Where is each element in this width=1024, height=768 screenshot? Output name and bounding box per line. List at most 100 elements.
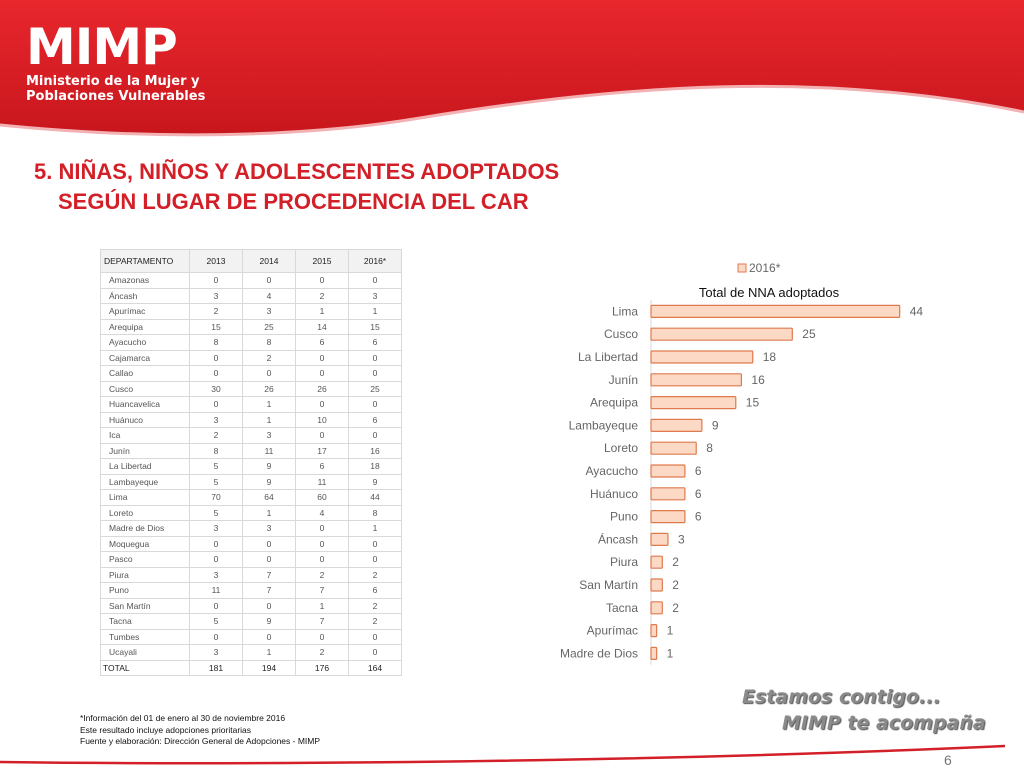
value-cell: 2	[189, 303, 243, 320]
value-cell: 2	[295, 566, 349, 583]
value-cell: 6	[295, 458, 349, 475]
value-cell: 0	[348, 644, 402, 661]
category-label: Lima	[612, 304, 638, 318]
table-row: Junín 8 11 17 16	[100, 442, 402, 459]
data-label: 6	[695, 510, 702, 524]
value-cell: 3	[189, 566, 243, 583]
value-cell: 0	[295, 551, 349, 568]
table-row: Amazonas 0 0 0 0	[100, 272, 402, 289]
footnote-period: *Información del 01 de enero al 30 de no…	[80, 713, 286, 723]
department-cell: Amazonas	[100, 272, 190, 289]
value-cell: 0	[189, 597, 243, 614]
column-header-year: 2016*	[348, 249, 402, 273]
department-cell: San Martín	[100, 597, 190, 614]
value-cell: 2	[242, 349, 296, 366]
category-label: Tacna	[606, 601, 638, 615]
table-row: Madre de Dios 3 3 0 1	[100, 520, 402, 537]
value-cell: 30	[189, 380, 243, 397]
value-cell: 0	[348, 628, 402, 645]
legend-swatch	[737, 263, 747, 273]
department-cell: La Libertad	[100, 458, 190, 475]
column-header-year: 2015	[295, 249, 349, 273]
category-label: Áncash	[598, 531, 638, 546]
table-row: San Martín 0 0 1 2	[100, 597, 402, 614]
category-label: Apurímac	[587, 624, 638, 638]
value-cell: 0	[295, 628, 349, 645]
value-cell: 9	[242, 613, 296, 630]
data-label: 15	[746, 396, 760, 410]
data-label: 2	[672, 555, 679, 569]
data-label: 2	[672, 601, 679, 615]
department-cell: Callao	[100, 365, 190, 382]
value-cell: 0	[348, 365, 402, 382]
footnote-source: Fuente y elaboración: Dirección General …	[80, 736, 321, 746]
value-cell: 18	[348, 458, 402, 475]
value-cell: 2	[295, 287, 349, 304]
value-cell: 0	[189, 349, 243, 366]
bar	[650, 510, 686, 524]
table-row: Loreto 5 1 4 8	[100, 504, 402, 521]
bar	[650, 350, 754, 364]
value-cell: 1	[348, 520, 402, 537]
slogan-line-2: MIMP te acompaña	[782, 712, 986, 734]
bar	[650, 601, 663, 615]
total-label-cell: TOTAL	[100, 659, 190, 676]
value-cell: 2	[348, 613, 402, 630]
bar	[650, 555, 663, 569]
data-label: 3	[678, 532, 685, 546]
value-cell: 26	[242, 380, 296, 397]
slide-title-line-2: SEGÚN LUGAR DE PROCEDENCIA DEL CAR	[58, 189, 529, 214]
value-cell: 0	[295, 520, 349, 537]
value-cell: 4	[242, 287, 296, 304]
value-cell: 1	[242, 504, 296, 521]
table-row: Ayacucho 8 8 6 6	[100, 334, 402, 351]
category-label: Madre de Dios	[560, 646, 638, 660]
value-cell: 0	[295, 272, 349, 289]
department-cell: Ica	[100, 427, 190, 444]
value-cell: 8	[189, 334, 243, 351]
table-row: La Libertad 5 9 6 18	[100, 458, 402, 475]
value-cell: 15	[348, 318, 402, 335]
value-cell: 9	[348, 473, 402, 490]
slide-title-line-1: 5. NIÑAS, NIÑOS Y ADOLESCENTES ADOPTADOS	[34, 159, 560, 184]
value-cell: 0	[295, 365, 349, 382]
value-cell: 0	[189, 365, 243, 382]
value-cell: 5	[189, 473, 243, 490]
value-cell: 0	[242, 365, 296, 382]
department-cell: Lambayeque	[100, 473, 190, 490]
value-cell: 15	[189, 318, 243, 335]
table-row: Ica 2 3 0 0	[100, 427, 402, 444]
category-label: La Libertad	[578, 350, 638, 364]
department-cell: Arequipa	[100, 318, 190, 335]
value-cell: 7	[295, 613, 349, 630]
data-label: 1	[667, 624, 674, 638]
total-value-cell: 164	[348, 659, 402, 676]
table-row: Apurímac 2 3 1 1	[100, 303, 402, 320]
value-cell: 0	[189, 535, 243, 552]
value-cell: 4	[295, 504, 349, 521]
value-cell: 6	[295, 334, 349, 351]
bar	[650, 373, 743, 387]
value-cell: 3	[242, 427, 296, 444]
table-row: Pasco 0 0 0 0	[100, 551, 402, 568]
data-label: 18	[763, 350, 777, 364]
mimp-logo: MIMP Ministerio de la Mujer y Poblacione…	[26, 20, 205, 104]
total-value-cell: 194	[242, 659, 296, 676]
value-cell: 1	[295, 303, 349, 320]
value-cell: 2	[348, 597, 402, 614]
value-cell: 0	[348, 396, 402, 413]
header-banner	[0, 0, 1024, 137]
department-cell: Loreto	[100, 504, 190, 521]
value-cell: 0	[242, 535, 296, 552]
value-cell: 0	[242, 597, 296, 614]
data-label: 44	[910, 304, 924, 318]
data-label: 16	[751, 373, 765, 387]
table-row: Callao 0 0 0 0	[100, 365, 402, 382]
category-label: Piura	[610, 555, 638, 569]
value-cell: 0	[295, 427, 349, 444]
logo-line-1: Ministerio de la Mujer y	[26, 74, 200, 89]
value-cell: 1	[295, 597, 349, 614]
value-cell: 3	[189, 287, 243, 304]
page-number: 6	[944, 752, 952, 768]
category-label: San Martín	[579, 578, 638, 592]
